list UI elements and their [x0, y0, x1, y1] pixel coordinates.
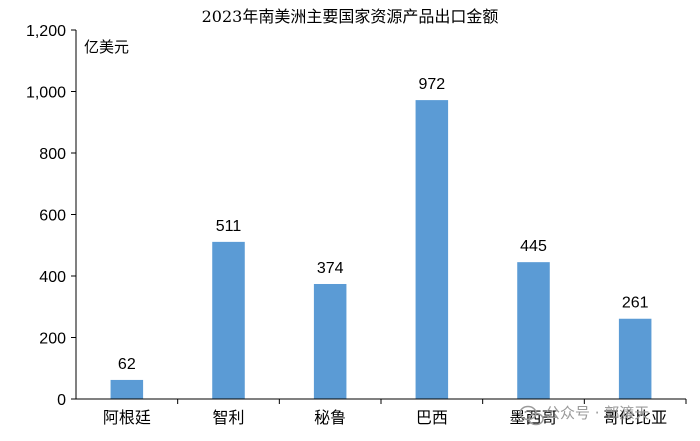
y-axis: 0 200 400 600 800 1,000 1,200 [26, 23, 77, 409]
unit-label: 亿美元 [84, 38, 129, 56]
y-tick-label: 200 [39, 331, 66, 348]
data-label: 261 [622, 295, 649, 312]
data-label: 374 [317, 260, 344, 277]
x-tick-label: 秘鲁 [314, 408, 346, 427]
data-label: 62 [118, 356, 136, 373]
x-tick-label: 智利 [212, 408, 244, 427]
bar [313, 283, 347, 399]
bar [212, 241, 245, 399]
data-label: 511 [216, 218, 242, 235]
chart-title: 2023年南美洲主要国家资源产品出口金额 [202, 7, 499, 26]
bar [415, 100, 449, 400]
bar [110, 379, 144, 399]
x-axis: 阿根廷 智利 秘鲁 巴西 墨西哥 哥伦比亚 [76, 398, 687, 427]
x-tick-label: 阿根廷 [103, 408, 151, 427]
watermark-text: 公众号 · 郭濂天 [545, 404, 649, 422]
watermark: 公众号 · 郭濂天 [519, 404, 649, 426]
data-label: 972 [418, 76, 445, 93]
bar [618, 318, 652, 399]
data-label: 445 [520, 238, 547, 255]
x-tick-label: 哥伦比亚 [603, 408, 667, 427]
y-tick-label: 1,200 [26, 23, 66, 40]
y-tick-label: 400 [39, 269, 66, 286]
x-tick-label: 巴西 [416, 408, 448, 427]
y-tick-label: 600 [39, 208, 66, 225]
y-tick-label: 0 [57, 392, 66, 409]
wechat-icon [519, 405, 544, 426]
bar [517, 262, 550, 399]
y-tick-label: 800 [39, 146, 66, 163]
y-tick-label: 1,000 [26, 85, 66, 102]
bars: 62 511 374 972 445 261 [110, 76, 652, 400]
